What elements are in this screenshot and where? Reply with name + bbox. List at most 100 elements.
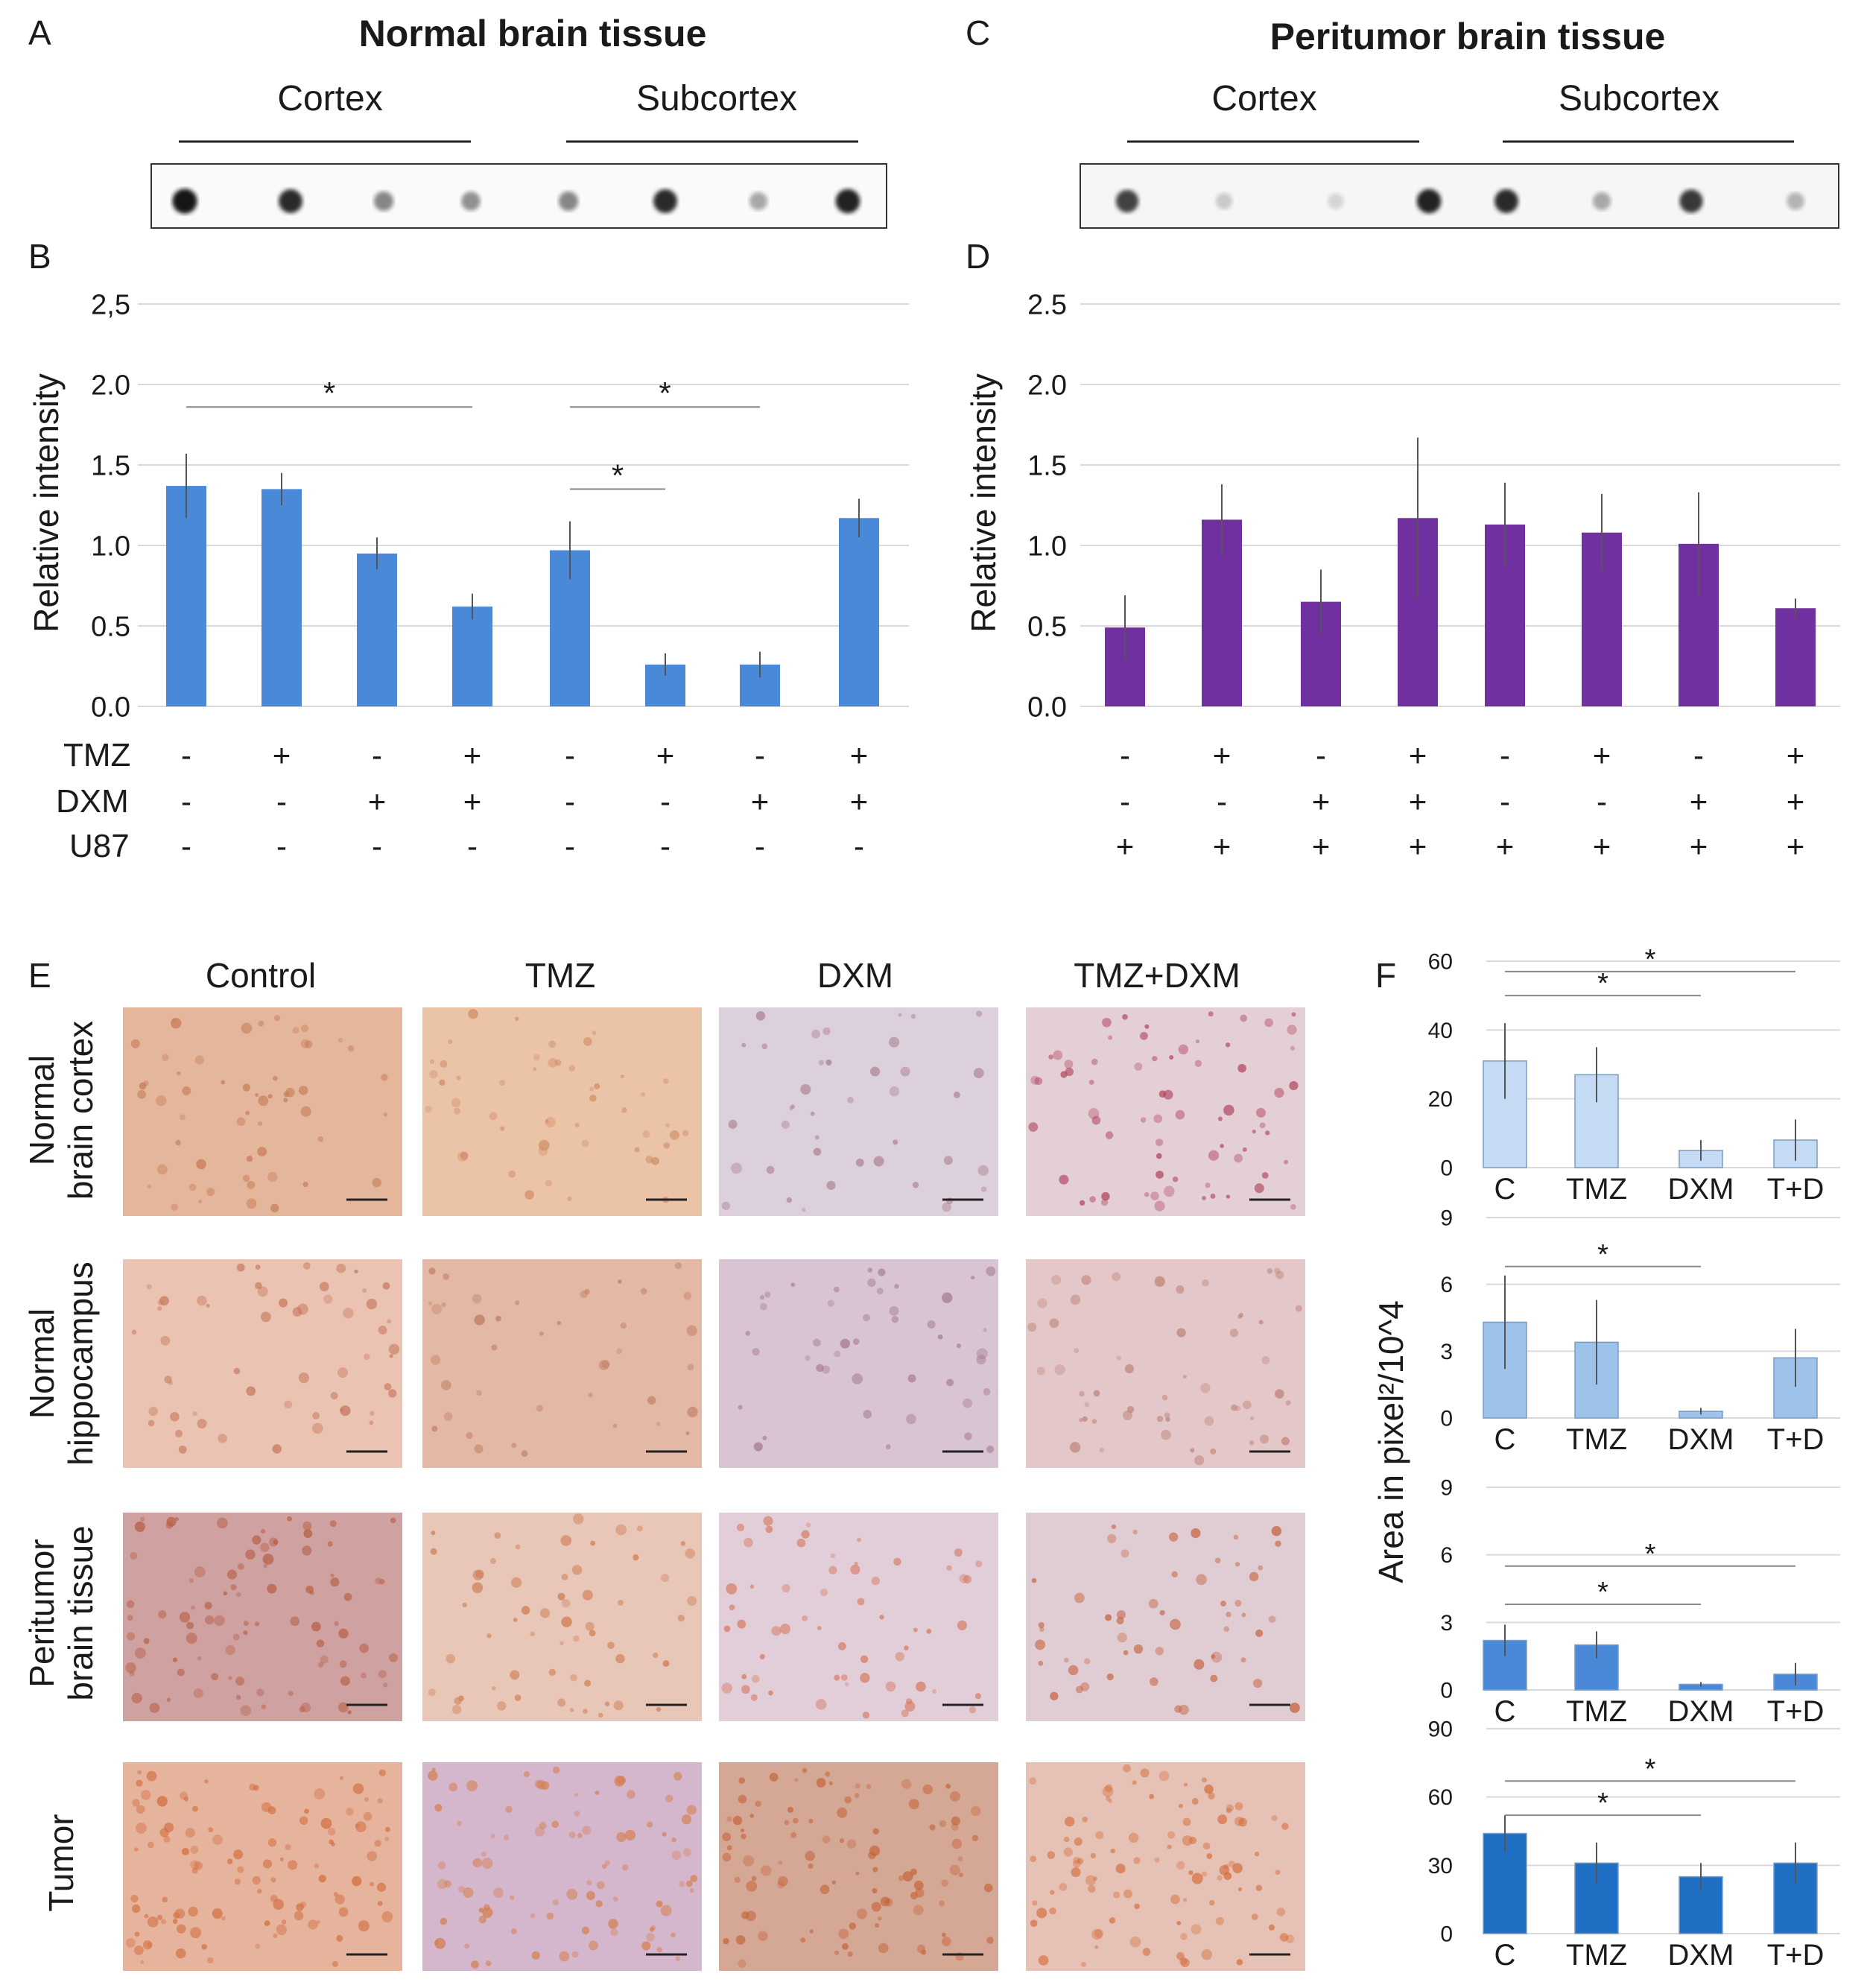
micrograph-cell — [261, 1704, 267, 1709]
micrograph-cell — [620, 1322, 627, 1329]
micrograph-cell — [382, 1282, 390, 1290]
micrograph-cell — [1059, 1883, 1068, 1891]
micrograph-cell — [734, 1876, 741, 1883]
micrograph-cell — [910, 1868, 917, 1875]
micrograph-cell — [474, 1314, 485, 1326]
normal-title: Normal brain tissue — [359, 13, 707, 54]
micrograph-cell — [723, 1937, 729, 1945]
micrograph-cell — [656, 1947, 662, 1953]
micrograph-cell — [261, 1802, 272, 1812]
micrograph-cell — [468, 1009, 478, 1019]
peritumor-dot-blot — [1080, 163, 1839, 229]
micrograph-cell — [1188, 1836, 1197, 1845]
micrograph-cell — [147, 1184, 152, 1189]
micrograph-cell — [235, 1592, 241, 1598]
micrograph-cell — [1048, 1054, 1053, 1060]
peritumor-dot-4 — [1416, 189, 1442, 214]
micrograph-cell — [1275, 1389, 1284, 1399]
micrograph-cell — [868, 1851, 876, 1860]
micrograph-cell — [194, 1055, 205, 1065]
micrograph-cell — [790, 1104, 795, 1109]
micrograph-cell — [1169, 1055, 1174, 1060]
micrograph-cell — [1038, 1621, 1045, 1629]
micrograph-cell — [728, 1119, 738, 1129]
micrograph-cell — [1134, 1903, 1140, 1910]
micrograph-cell — [943, 1156, 953, 1165]
micrograph-cell — [1095, 1831, 1104, 1840]
micrograph-cell — [1102, 1017, 1112, 1028]
d-sign-r3-c3: + — [1312, 829, 1331, 864]
micrograph-cell — [492, 1887, 504, 1899]
micrograph-cell — [1214, 1557, 1221, 1564]
f3-ytick-label: 6 — [1440, 1543, 1453, 1568]
micrograph-cell — [682, 1848, 691, 1857]
micrograph-cell — [1128, 1832, 1139, 1843]
svg-text:brain cortex: brain cortex — [61, 1021, 100, 1200]
micrograph-cell — [820, 1884, 830, 1895]
micrograph-cell — [1194, 1659, 1205, 1670]
micrograph-cell — [249, 1783, 256, 1791]
micrograph-cell — [749, 1814, 755, 1818]
micrograph-cell — [662, 1659, 670, 1668]
micrograph-cell — [916, 1681, 926, 1692]
micrograph-cell — [464, 1943, 470, 1949]
f3-category-label: C — [1494, 1695, 1516, 1728]
micrograph-cell — [1217, 1814, 1228, 1825]
micrograph-cell — [946, 1565, 952, 1571]
micrograph-cell — [584, 1680, 592, 1687]
micrograph-cell — [826, 1180, 836, 1190]
micrograph-cell — [273, 1015, 281, 1022]
micrograph-cell — [131, 1329, 137, 1335]
micrograph-background — [422, 1513, 702, 1721]
micrograph-cell — [1290, 1045, 1296, 1051]
micrograph-cell — [270, 1203, 279, 1213]
micrograph-cell — [434, 1940, 440, 1946]
micrograph-cell — [126, 1600, 135, 1609]
chart-b-ylabel: Relative intensity — [27, 373, 66, 633]
micrograph-cell — [913, 1905, 924, 1916]
micrograph-cell — [1154, 1857, 1160, 1863]
peritumor-dot-7 — [1679, 189, 1703, 213]
b-bar-2 — [261, 489, 302, 706]
b-sign-r1-c6: + — [656, 738, 675, 773]
micrograph-cell — [1074, 1837, 1083, 1846]
micrograph-cell — [880, 1896, 890, 1907]
micrograph-cell — [197, 1295, 207, 1306]
micrograph-cell — [612, 1896, 618, 1902]
micrograph-cell — [288, 1860, 298, 1870]
micrograph-cell — [621, 1864, 629, 1871]
micrograph-cell — [1233, 1534, 1239, 1540]
b-ytick-label: 0.0 — [91, 691, 130, 723]
f3-category-label: T+D — [1767, 1695, 1825, 1728]
micrograph-cell — [352, 1783, 364, 1794]
micrograph-cell — [588, 1940, 598, 1951]
f4-ytick-label: 0 — [1440, 1922, 1453, 1947]
micrograph-cell — [941, 1937, 951, 1946]
micrograph-cell — [808, 1818, 814, 1824]
micrograph-cell — [258, 1095, 269, 1107]
f2-ytick-label: 0 — [1440, 1407, 1453, 1431]
micrograph-cell — [568, 1065, 575, 1071]
micrograph-background — [1026, 1513, 1305, 1721]
micrograph-cell — [1223, 1104, 1234, 1116]
micrograph-cell — [581, 1926, 590, 1934]
b-sig-star-3: * — [612, 458, 624, 493]
micrograph-cell — [1180, 1933, 1188, 1940]
micrograph-cell — [722, 1852, 732, 1862]
micrograph-cell — [913, 1627, 918, 1633]
micrograph-cell — [1153, 1114, 1163, 1124]
micrograph-cell — [983, 1883, 993, 1893]
micrograph-cell — [538, 1139, 550, 1151]
micrograph-cell — [260, 1542, 270, 1552]
micrograph-cell — [1064, 1836, 1070, 1843]
micrograph-cell — [377, 1901, 383, 1906]
micrograph-cell — [1285, 1400, 1291, 1406]
micrograph-cell — [786, 1197, 793, 1203]
micrograph-cell — [854, 1561, 858, 1566]
micrograph-cell — [1030, 1855, 1037, 1863]
micrograph-cell — [687, 1596, 697, 1606]
micrograph-cell — [495, 1315, 501, 1322]
micrograph-cell — [242, 1174, 250, 1183]
normal-subcortex-label: Subcortex — [636, 79, 797, 118]
micrograph-cell — [646, 1933, 655, 1942]
